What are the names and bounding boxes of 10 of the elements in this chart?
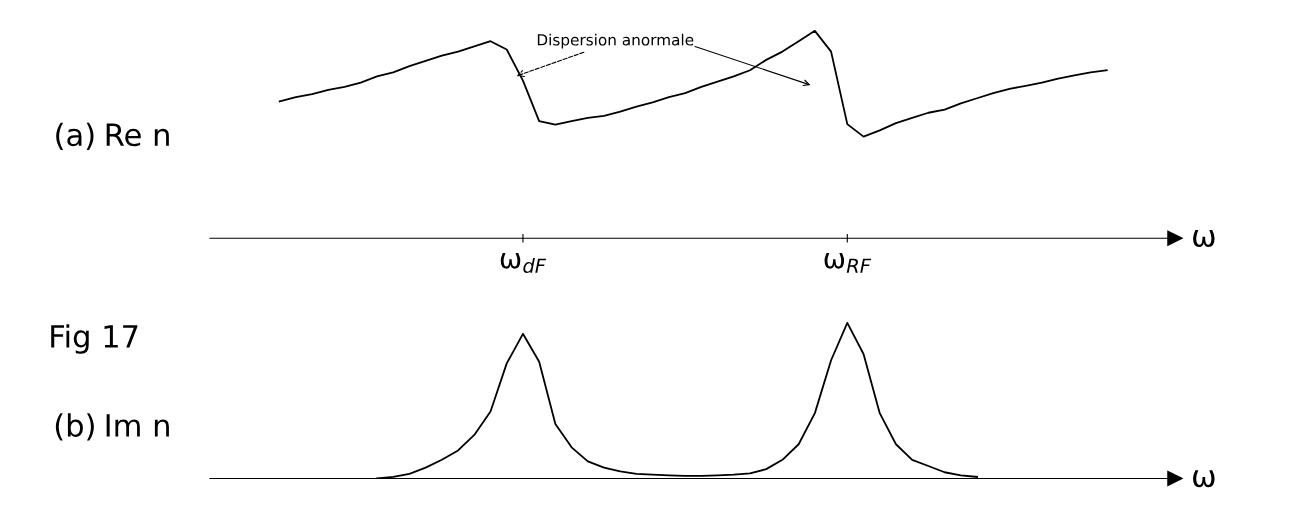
text: (a) bbox=[56, 122, 94, 150]
y-axis-title: Im n bbox=[106, 414, 169, 437]
caption: Fig 17 bbox=[51, 324, 138, 354]
x-tick-label: ω$_{dF}$ bbox=[500, 253, 547, 274]
annotation: Dispersion anormale bbox=[537, 33, 694, 49]
y-axis-title: Re n bbox=[106, 123, 169, 147]
x-axis-title: ω bbox=[1193, 229, 1215, 248]
text: (b) bbox=[55, 413, 94, 441]
x-axis-title: ω bbox=[1193, 470, 1215, 488]
x-tick-label: ω$_{RF}$ bbox=[824, 253, 872, 273]
